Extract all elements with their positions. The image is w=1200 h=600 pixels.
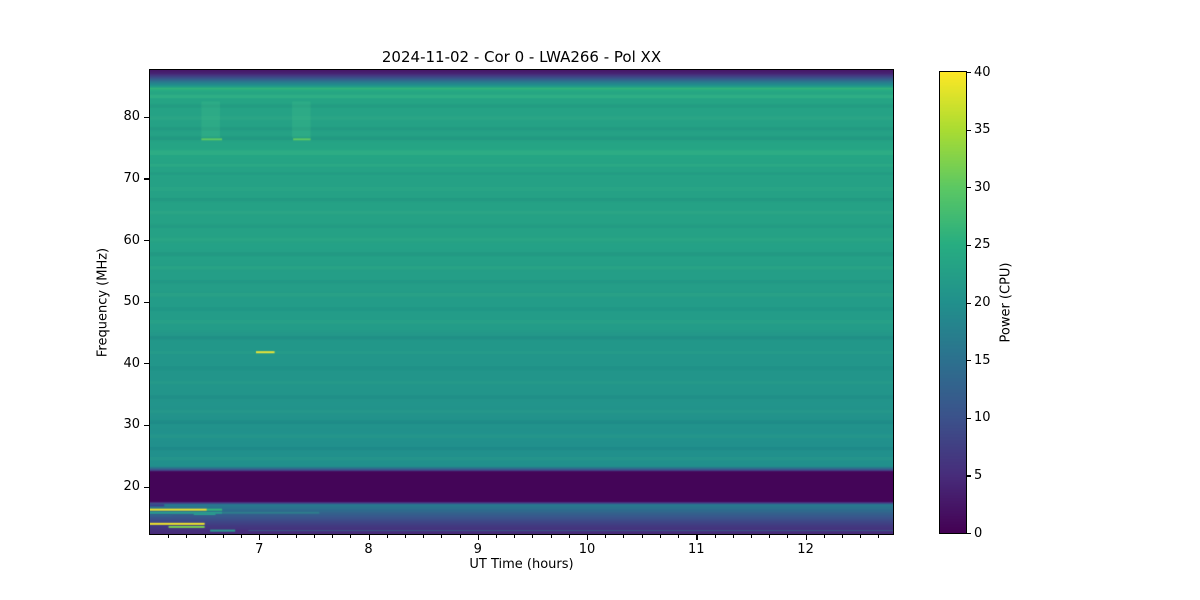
y-major-tick <box>144 486 149 488</box>
x-major-tick <box>696 535 698 540</box>
x-minor-tick <box>860 535 862 538</box>
x-minor-tick <box>404 535 406 538</box>
x-minor-tick <box>878 535 880 538</box>
colorbar-tick-label: 25 <box>974 237 991 253</box>
y-major-tick <box>144 301 149 303</box>
x-minor-tick <box>295 535 297 538</box>
colorbar-tick <box>967 360 971 362</box>
heatmap-canvas <box>150 70 893 534</box>
x-tick-label: 8 <box>364 542 373 557</box>
x-minor-tick <box>423 535 425 538</box>
x-minor-tick <box>605 535 607 538</box>
x-minor-tick <box>332 535 334 538</box>
colorbar-tick <box>967 72 971 74</box>
colorbar-tick-label: 0 <box>974 525 983 541</box>
y-major-tick <box>144 116 149 119</box>
y-tick-label: 60 <box>123 232 140 248</box>
x-minor-tick <box>204 535 206 538</box>
y-tick-label: 20 <box>123 479 140 495</box>
x-minor-tick <box>441 535 443 538</box>
y-tick-label: 30 <box>123 417 140 433</box>
colorbar-tick <box>967 129 971 131</box>
colorbar-tick <box>967 244 971 247</box>
y-tick-label: 50 <box>123 294 140 310</box>
x-minor-tick <box>277 535 279 538</box>
x-minor-tick <box>623 535 625 538</box>
x-minor-tick <box>313 535 315 538</box>
x-major-tick <box>587 535 589 540</box>
x-minor-tick <box>787 535 789 538</box>
y-tick-label: 80 <box>123 109 140 125</box>
x-minor-tick <box>732 535 734 538</box>
x-minor-tick <box>842 535 843 538</box>
colorbar-tick <box>967 475 971 477</box>
colorbar-canvas <box>940 72 966 533</box>
colorbar-tick-label: 5 <box>974 467 983 483</box>
colorbar-tick-label: 40 <box>974 64 991 80</box>
x-minor-tick <box>714 535 716 538</box>
x-major-tick <box>259 535 261 540</box>
x-major-tick <box>477 535 479 540</box>
x-tick-label: 7 <box>255 542 264 557</box>
y-tick-label: 70 <box>123 170 140 186</box>
x-minor-tick <box>568 535 570 538</box>
colorbar-tick-label: 35 <box>974 122 991 138</box>
x-minor-tick <box>750 535 752 538</box>
x-minor-tick <box>641 535 643 538</box>
x-minor-tick <box>678 535 680 538</box>
colorbar-label: Power (CPU) <box>998 262 1014 343</box>
colorbar-tick-label: 20 <box>974 295 991 310</box>
x-tick-label: 12 <box>797 542 814 557</box>
x-major-tick <box>368 535 370 540</box>
colorbar-tick <box>967 302 971 304</box>
x-minor-tick <box>168 535 170 538</box>
x-minor-tick <box>350 535 352 538</box>
colorbar-tick-label: 15 <box>974 352 991 368</box>
x-minor-tick <box>241 535 243 538</box>
x-minor-tick <box>514 535 516 538</box>
plot-area <box>149 69 894 535</box>
colorbar <box>939 71 967 534</box>
x-minor-tick <box>823 535 825 538</box>
x-axis-label: UT Time (hours) <box>469 557 574 572</box>
x-minor-tick <box>222 535 224 538</box>
plot-title: 2024-11-02 - Cor 0 - LWA266 - Pol XX <box>381 48 662 66</box>
x-major-tick <box>805 535 807 540</box>
x-tick-label: 10 <box>578 542 596 557</box>
colorbar-tick <box>967 417 971 419</box>
x-minor-tick <box>459 535 461 538</box>
colorbar-tick <box>967 187 971 189</box>
colorbar-tick-label: 30 <box>974 179 991 195</box>
y-major-tick <box>144 178 149 180</box>
x-minor-tick <box>386 535 388 538</box>
x-tick-label: 11 <box>688 542 705 557</box>
x-tick-label: 9 <box>473 542 482 557</box>
colorbar-tick <box>967 533 971 535</box>
x-minor-tick <box>532 535 534 538</box>
y-tick-label: 40 <box>123 355 140 371</box>
x-minor-tick <box>769 535 771 538</box>
x-minor-tick <box>659 535 661 538</box>
x-minor-tick <box>186 535 188 538</box>
colorbar-tick-label: 10 <box>974 410 991 426</box>
y-major-tick <box>144 363 149 365</box>
y-major-tick <box>144 240 149 242</box>
x-minor-tick <box>496 535 497 538</box>
x-minor-tick <box>550 535 552 538</box>
y-major-tick <box>144 424 149 427</box>
